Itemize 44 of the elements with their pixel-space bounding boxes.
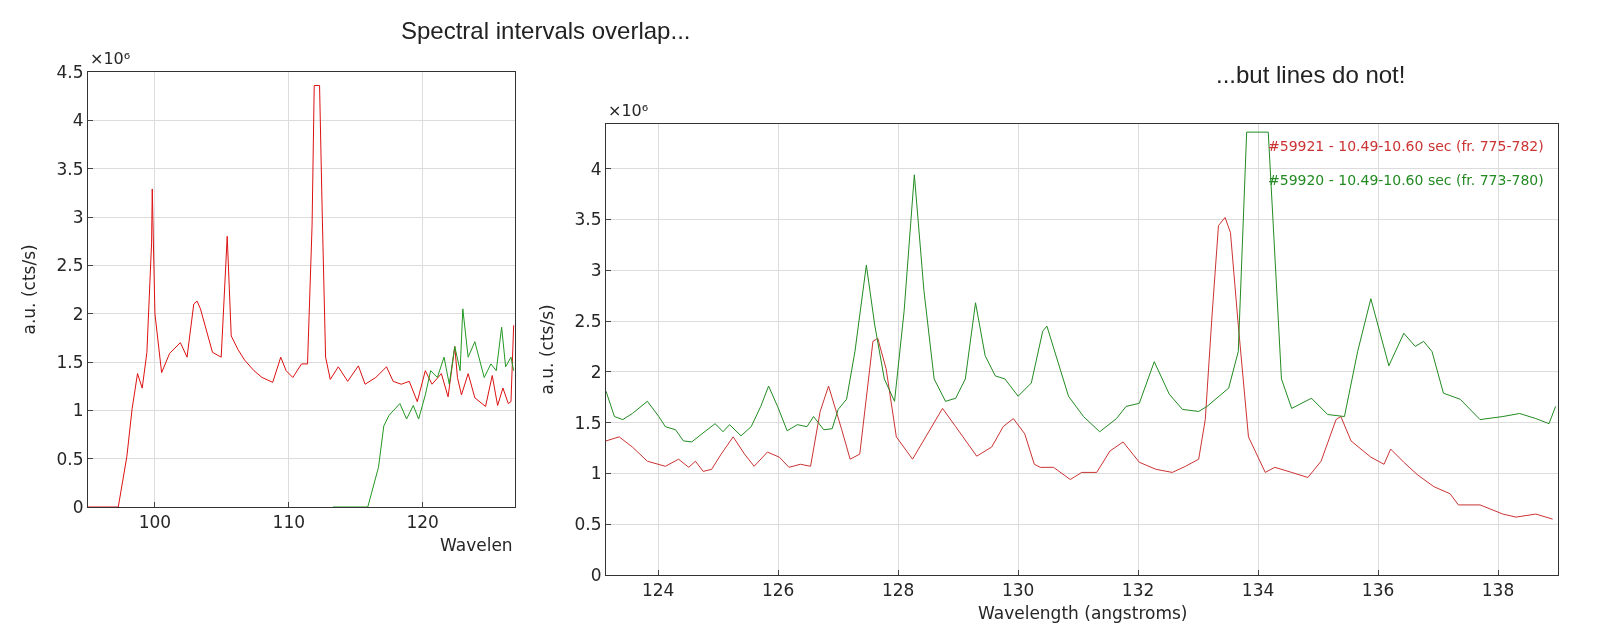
x-tick-label: 126 — [761, 580, 795, 601]
x-tick-label: 130 — [1001, 580, 1035, 601]
y-tick-label: 3 — [590, 260, 602, 281]
x-tick-label: 100 — [138, 512, 172, 533]
y-tick-label: 3 — [72, 206, 84, 227]
x-tick-label: 110 — [272, 512, 306, 533]
series-label: #59920 - 10.49-10.60 sec (fr. 773-780) — [1268, 172, 1544, 188]
line-series — [606, 131, 1557, 443]
line-series — [606, 216, 1554, 520]
text: ×10⁶ — [608, 101, 649, 120]
y-tick-label: 0.5 — [56, 448, 84, 469]
chart-title: ...but lines do not! — [1216, 61, 1406, 88]
y-tick-label: 0.5 — [574, 514, 602, 535]
y-tick-label: 1.5 — [574, 412, 602, 433]
y-tick-label: 4 — [72, 110, 84, 131]
text: #59921 - 10.49-10.60 sec (fr. 775-782) — [1268, 138, 1544, 154]
y-tick-label: 2 — [590, 361, 602, 382]
y-axis-title: a.u. (cts/s) — [536, 304, 557, 395]
y-tick-label: 0 — [590, 564, 602, 585]
y-tick-label: 1 — [72, 400, 84, 421]
y-tick-label: 2.5 — [56, 255, 84, 276]
x-tick-label: 124 — [641, 580, 675, 601]
x-tick-label: 138 — [1481, 580, 1515, 601]
y-tick-label: 1.5 — [56, 351, 84, 372]
y-tick-label: 2.5 — [574, 311, 602, 332]
y-tick-label: 4 — [590, 158, 602, 179]
x-tick-label: 136 — [1361, 580, 1395, 601]
x-tick-label: 128 — [881, 580, 915, 601]
y-tick-label: 3.5 — [56, 158, 84, 179]
line-series — [332, 308, 515, 507]
x-tick-label: 132 — [1121, 580, 1155, 601]
x-tick-label: 134 — [1241, 580, 1275, 601]
y-tick-label: 3.5 — [574, 209, 602, 230]
x-axis-title: Wavelen — [440, 535, 513, 555]
text: ×10⁶ — [90, 49, 131, 68]
chart-title: Spectral intervals overlap... — [401, 17, 691, 44]
y-tick-label: 2 — [72, 303, 84, 324]
line-series — [88, 85, 515, 507]
y-tick-label: 4.5 — [56, 61, 84, 82]
x-axis-title: Wavelength (angstroms) — [978, 603, 1188, 623]
y-tick-label: 1 — [590, 463, 602, 484]
y-tick-label: 0 — [72, 496, 84, 517]
y-axis-title: a.u. (cts/s) — [18, 244, 39, 335]
x-tick-label: 120 — [406, 512, 439, 533]
